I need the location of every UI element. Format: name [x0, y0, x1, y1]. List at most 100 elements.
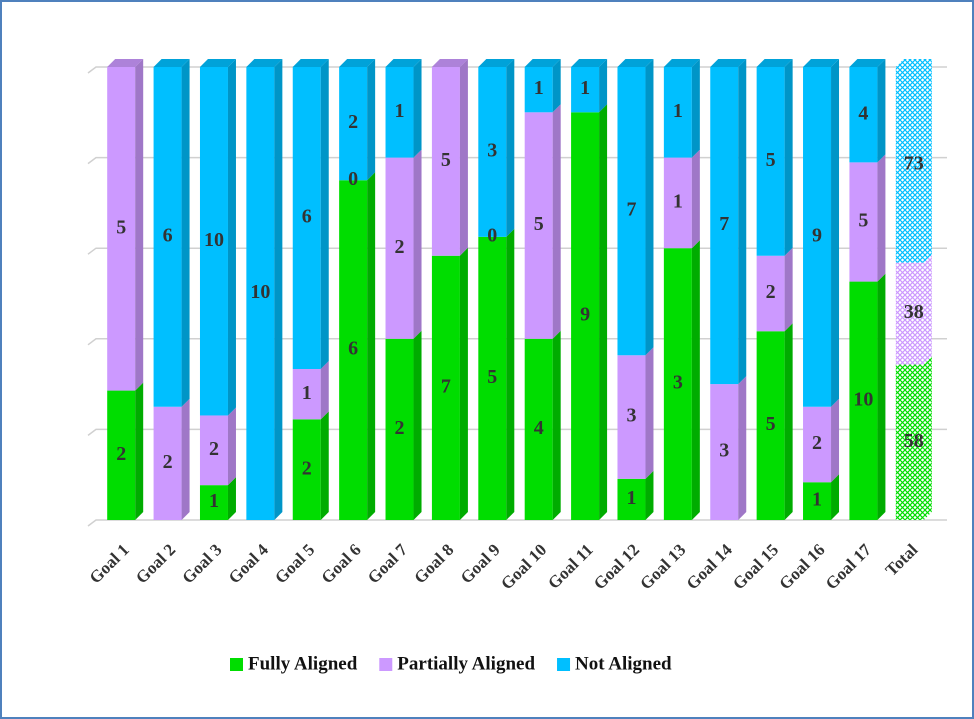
bar-segment: [385, 338, 414, 520]
bar-top: [478, 59, 515, 67]
value-label: 2: [163, 451, 173, 473]
bar-segment: [803, 482, 832, 520]
bar-segment: [107, 390, 136, 520]
bar-segment: [524, 338, 553, 520]
value-label: 1: [302, 382, 312, 404]
bar-segment: [524, 112, 553, 339]
bar-side: [831, 59, 840, 407]
bar-side: [599, 59, 608, 113]
bar-top: [524, 59, 561, 67]
bar-segment: [292, 419, 321, 520]
value-label: 6: [302, 206, 312, 228]
bar-segment: [571, 112, 600, 521]
value-label: 4: [858, 102, 868, 124]
value-label: 1: [580, 77, 590, 99]
bar-side: [320, 59, 329, 369]
bar-segment: [849, 67, 878, 163]
bar-top: [292, 59, 329, 67]
bar-side: [784, 59, 793, 256]
bar-side: [599, 104, 608, 521]
legend-label: Fully Aligned: [248, 653, 358, 674]
bar-segment: [710, 67, 739, 385]
value-label: 2: [395, 236, 405, 258]
bar-top: [385, 59, 422, 67]
bar-side: [877, 59, 886, 163]
bar-segment: [153, 406, 182, 520]
bar-top: [199, 59, 236, 67]
bar-side: [367, 59, 376, 181]
value-label: 7: [626, 199, 636, 221]
bar-top: [153, 59, 190, 67]
value-label: 5: [441, 149, 451, 171]
legend-label: Partially Aligned: [397, 653, 535, 674]
value-label: 2: [766, 281, 776, 303]
bar-side: [227, 59, 236, 416]
value-label: 1: [395, 100, 405, 122]
bar-segment: [199, 415, 228, 486]
value-label: 38: [904, 301, 924, 323]
bar-segment: [756, 331, 785, 520]
value-label: 9: [812, 224, 822, 246]
bar-side: [181, 398, 190, 520]
bar-side: [831, 398, 840, 483]
bar-side: [784, 323, 793, 520]
bar-top: [710, 59, 747, 67]
bar-segment: [246, 67, 275, 520]
bar-side: [181, 59, 190, 407]
bar-side: [459, 247, 468, 520]
value-label: 10: [204, 229, 224, 251]
bar-segment: [663, 67, 692, 158]
grid-line: [87, 156, 947, 165]
bar-side: [459, 59, 468, 256]
bar-segment: [849, 281, 878, 520]
value-label: 58: [904, 430, 924, 452]
bar-side: [923, 59, 932, 263]
bar-side: [135, 382, 144, 520]
value-label: 73: [904, 152, 924, 174]
bar-segment: [756, 255, 785, 332]
bar-segment: [153, 67, 182, 407]
bar-side: [645, 347, 654, 479]
bar-segment: [663, 248, 692, 520]
bar-side: [413, 149, 422, 339]
value-label: 1: [673, 190, 683, 212]
grid-line: [87, 519, 947, 527]
bar-segment: [339, 67, 368, 181]
legend-swatch: [557, 658, 571, 671]
bar-top: [107, 59, 144, 67]
bar-side: [367, 172, 376, 520]
bar-segment: [478, 67, 507, 237]
bar-side: [274, 59, 283, 520]
bar-side: [413, 330, 422, 520]
bar-segment: [292, 369, 321, 420]
bar-segment: [385, 157, 414, 339]
value-label: 1: [209, 490, 219, 512]
value-label: 0: [348, 168, 358, 190]
bar-top: [756, 59, 793, 67]
bar-segment: [431, 255, 460, 520]
bar-top: [571, 59, 608, 67]
value-label: 10: [853, 388, 873, 410]
bar-side: [506, 59, 515, 237]
bar-side: [784, 247, 793, 332]
value-label: 2: [812, 432, 822, 454]
bar-segment: [895, 67, 924, 263]
bar-side: [227, 477, 236, 520]
value-label: 5: [534, 213, 544, 235]
value-label: 2: [302, 457, 312, 479]
value-label: 1: [534, 77, 544, 99]
value-label: 1: [673, 100, 683, 122]
bar-side: [923, 356, 932, 520]
bar-segment: [339, 180, 368, 520]
bar-segment: [895, 262, 924, 365]
bar-side: [320, 361, 329, 420]
value-label: 1: [626, 487, 636, 509]
bar-side: [877, 154, 886, 282]
value-label: 2: [348, 111, 358, 133]
bar-segment: [571, 67, 600, 113]
value-label: 7: [441, 375, 451, 397]
bar-side: [691, 240, 700, 520]
bar-top: [849, 59, 886, 67]
bar-side: [691, 149, 700, 249]
value-label: 2: [395, 417, 405, 439]
